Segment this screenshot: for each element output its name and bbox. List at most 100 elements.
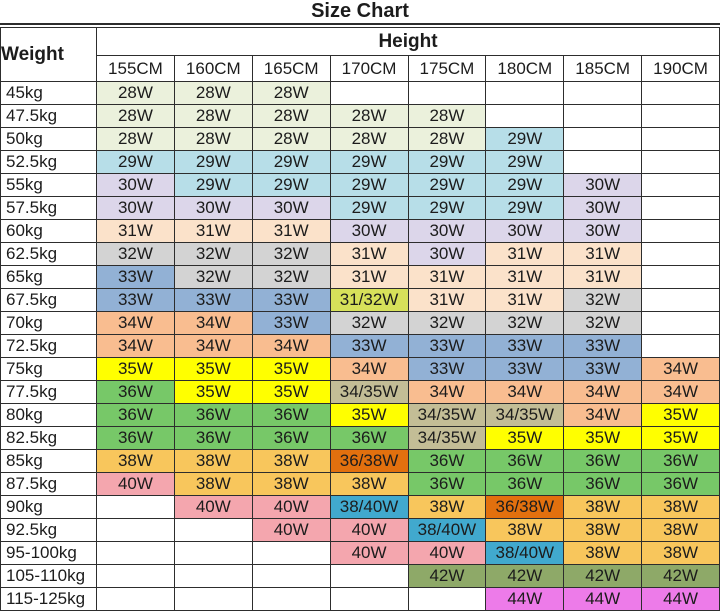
size-cell: 33W (563, 357, 643, 381)
table-row: 60kg 31W 31W 31W 30W 30W 30W 30W (0, 219, 720, 243)
size-cell: 33W (173, 288, 253, 312)
table-row: 82.5kg 36W 36W 36W 36W 34/35W 35W 35W 35W (0, 426, 720, 450)
weight-row-label: 75kg (0, 357, 97, 381)
weight-row-label: 87.5kg (0, 472, 97, 496)
size-cell: 40W (407, 541, 487, 565)
size-cell: 34W (641, 357, 720, 381)
size-cell: 35W (251, 380, 331, 404)
size-cell: 31W (563, 265, 643, 289)
page-title: Size Chart (0, 0, 720, 25)
empty-cell (407, 587, 487, 611)
table-row: 105-110kg 42W 42W 42W 42W (0, 564, 720, 588)
size-cell: 29W (485, 196, 565, 220)
size-cell: 34W (251, 334, 331, 358)
size-cell: 33W (485, 357, 565, 381)
size-cell: 38W (96, 449, 175, 473)
size-cell: 38/40W (329, 495, 409, 519)
empty-cell (96, 587, 175, 611)
size-cell: 34W (641, 380, 720, 404)
table-row: 75kg 35W 35W 35W 34W 33W 33W 33W 34W (0, 357, 720, 381)
size-cell: 32W (173, 265, 253, 289)
empty-cell (641, 288, 720, 312)
size-cell: 30W (96, 196, 175, 220)
size-cell: 38W (329, 472, 409, 496)
empty-cell (641, 127, 720, 151)
column-header-180cm: 180CM (485, 55, 565, 82)
column-header-160cm: 160CM (173, 55, 253, 82)
weight-row-label: 80kg (0, 403, 97, 427)
size-cell: 36W (329, 426, 409, 450)
size-cell: 42W (563, 564, 643, 588)
size-cell: 31W (96, 219, 175, 243)
table-header: Weight Height 155CM 160CM 165CM 170CM 175CM 1… (0, 27, 720, 82)
size-cell: 38W (485, 518, 565, 542)
empty-cell (641, 242, 720, 266)
size-cell: 38W (563, 541, 643, 565)
size-cell: 38W (251, 472, 331, 496)
weight-row-label: 72.5kg (0, 334, 97, 358)
size-cell: 35W (329, 403, 409, 427)
empty-cell (563, 127, 643, 151)
size-cell: 34W (173, 311, 253, 335)
weight-row-label: 67.5kg (0, 288, 97, 312)
size-cell: 29W (485, 173, 565, 197)
size-cell: 31W (407, 265, 487, 289)
size-cell: 38/40W (407, 518, 487, 542)
table-body: 45kg 28W 28W 28W 47.5kg 28W 28W 28W 28W 28W 50kg 28… (0, 81, 720, 611)
size-cell: 29W (485, 150, 565, 174)
size-cell: 42W (641, 564, 720, 588)
size-cell: 29W (407, 150, 487, 174)
size-cell: 28W (251, 104, 331, 128)
size-cell: 35W (563, 426, 643, 450)
size-cell: 29W (329, 196, 409, 220)
size-cell: 36W (485, 472, 565, 496)
column-header-185cm: 185CM (563, 55, 643, 82)
size-cell: 35W (173, 357, 253, 381)
size-cell: 33W (329, 334, 409, 358)
empty-cell (329, 587, 409, 611)
size-cell: 30W (173, 196, 253, 220)
empty-cell (329, 81, 409, 105)
size-cell: 28W (251, 81, 331, 105)
size-cell: 34W (96, 334, 175, 358)
empty-cell (641, 81, 720, 105)
size-cell: 38W (641, 495, 720, 519)
table-row: 62.5kg 32W 32W 32W 31W 30W 31W 31W (0, 242, 720, 266)
size-cell: 38W (173, 449, 253, 473)
size-cell: 36W (641, 449, 720, 473)
weight-row-label: 92.5kg (0, 518, 97, 542)
size-cell: 31/32W (329, 288, 409, 312)
size-cell: 38W (407, 495, 487, 519)
size-cell: 33W (251, 311, 331, 335)
size-cell: 35W (485, 426, 565, 450)
empty-cell (563, 104, 643, 128)
size-cell: 32W (563, 311, 643, 335)
size-cell: 34/35W (485, 403, 565, 427)
size-cell: 40W (173, 495, 253, 519)
weight-row-label: 77.5kg (0, 380, 97, 404)
size-cell: 36W (407, 449, 487, 473)
table-row: 45kg 28W 28W 28W (0, 81, 720, 105)
table-row: 52.5kg 29W 29W 29W 29W 29W 29W (0, 150, 720, 174)
size-cell: 28W (407, 127, 487, 151)
weight-row-label: 85kg (0, 449, 97, 473)
size-cell: 28W (329, 127, 409, 151)
size-cell: 31W (485, 242, 565, 266)
table-row: 77.5kg 36W 35W 35W 34/35W 34W 34W 34W 34W (0, 380, 720, 404)
size-cell: 38W (641, 541, 720, 565)
table-row: 50kg 28W 28W 28W 28W 28W 29W (0, 127, 720, 151)
size-cell: 28W (407, 104, 487, 128)
size-cell: 40W (251, 495, 331, 519)
size-cell: 40W (329, 518, 409, 542)
size-cell: 32W (485, 311, 565, 335)
size-cell: 33W (96, 288, 175, 312)
column-header-175cm: 175CM (407, 55, 487, 82)
weight-row-label: 62.5kg (0, 242, 97, 266)
column-header-165cm: 165CM (251, 55, 331, 82)
size-cell: 29W (173, 173, 253, 197)
weight-row-label: 45kg (0, 81, 97, 105)
empty-cell (96, 518, 175, 542)
size-cell: 36W (173, 426, 253, 450)
size-cell: 33W (563, 334, 643, 358)
column-header-190cm: 190CM (641, 55, 720, 82)
